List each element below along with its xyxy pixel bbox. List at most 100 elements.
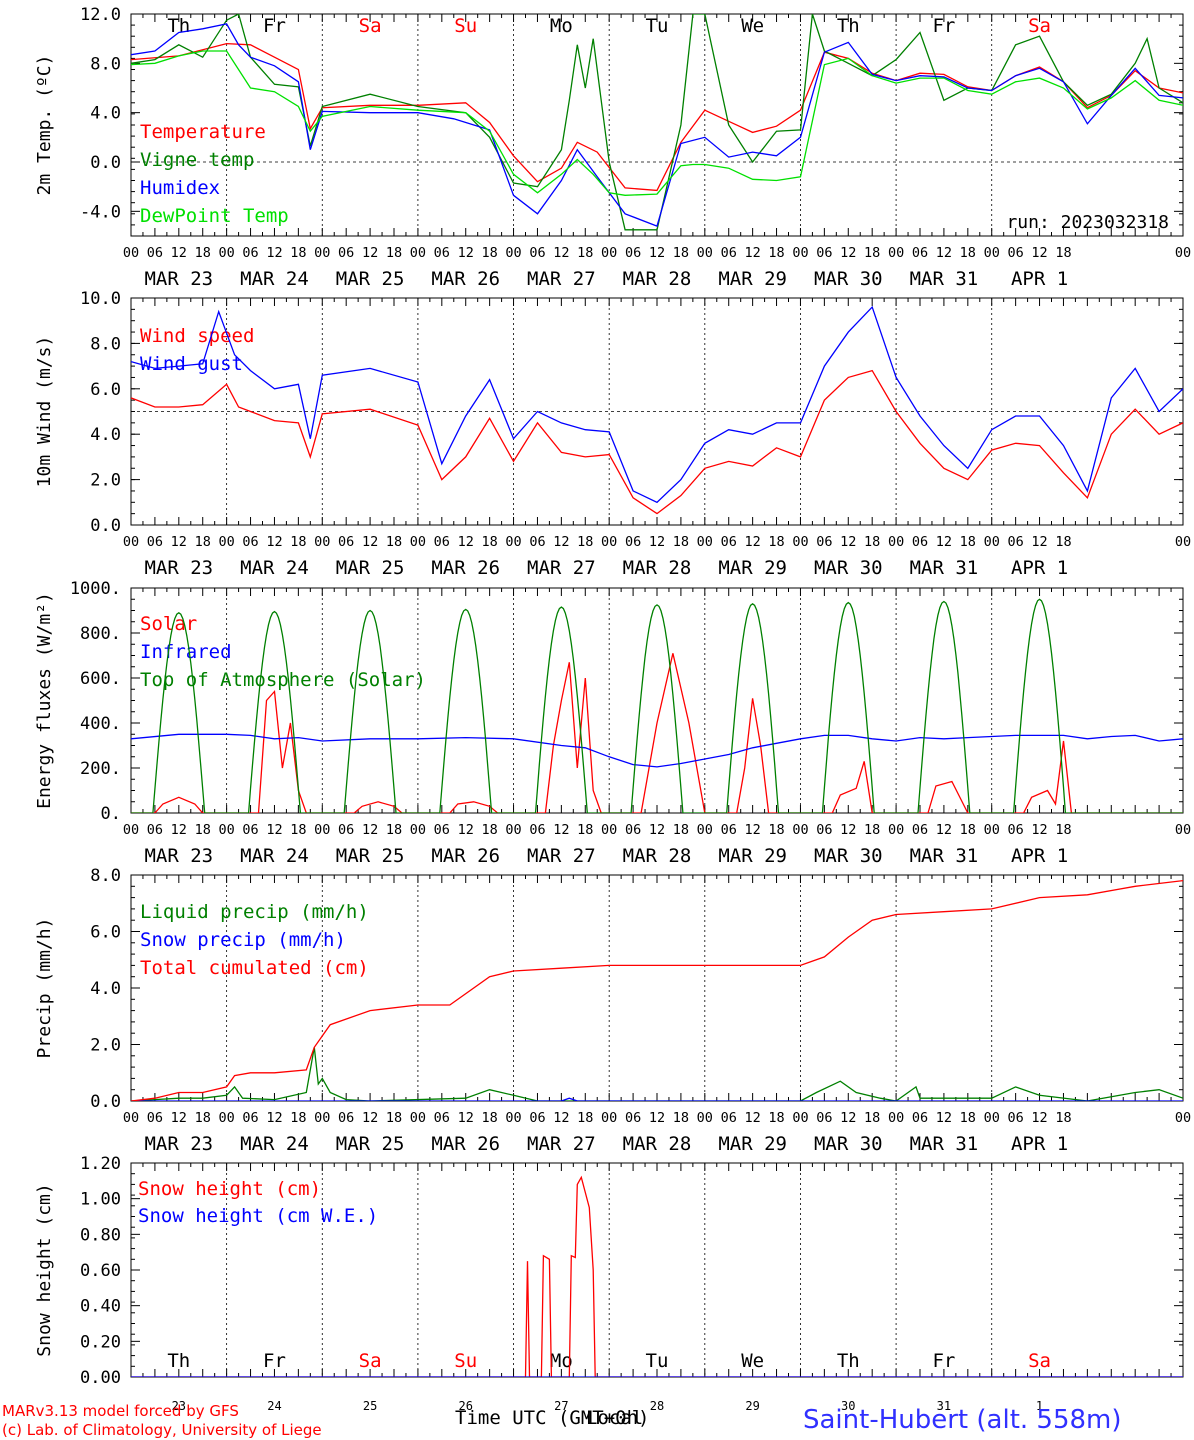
hour-tick-label: 06	[912, 1110, 928, 1126]
hour-tick-label: 00	[1175, 1110, 1191, 1126]
hour-tick-label: 18	[1055, 534, 1071, 550]
hour-tick-label: 06	[1008, 245, 1024, 261]
date-label: MAR 27	[527, 268, 596, 290]
hour-tick-label: 12	[649, 245, 665, 261]
series-line	[131, 653, 1183, 813]
hour-tick-label: 12	[1031, 822, 1047, 838]
hour-tick-label: 18	[195, 1110, 211, 1126]
y-tick-label: 0.0	[90, 516, 121, 536]
hour-tick-label: 18	[577, 534, 593, 550]
date-label: MAR 31	[910, 1133, 979, 1155]
date-label: MAR 26	[431, 1133, 500, 1155]
date-label: MAR 29	[718, 845, 787, 867]
hour-tick-label: 00	[410, 245, 426, 261]
y-axis-label: Precip (mm/h)	[34, 918, 55, 1059]
date-label: APR 1	[1011, 845, 1068, 867]
hour-tick-label: 00	[219, 822, 235, 838]
hour-tick-label: 12	[266, 822, 282, 838]
y-tick-label: 400.	[80, 714, 121, 734]
hour-tick-label: 00	[697, 822, 713, 838]
day-abbr-label: Sa	[1028, 1350, 1051, 1372]
day-abbr-label: Th	[837, 15, 860, 37]
date-label: MAR 29	[718, 1133, 787, 1155]
hour-tick-label: 12	[936, 1110, 952, 1126]
hour-tick-label: 00	[505, 822, 521, 838]
hour-tick-label: 12	[362, 245, 378, 261]
hour-tick-label: 18	[577, 822, 593, 838]
panels-layer: -4.00.04.08.012.02m Temp. (ºC)00 06 12 18MA…	[34, 5, 1191, 1413]
y-tick-label: 0.	[101, 804, 121, 824]
hour-tick-label: 06	[338, 1110, 354, 1126]
hour-tick-label: 12	[649, 822, 665, 838]
hour-tick-label: 18	[482, 1110, 498, 1126]
hour-tick-label: 18	[290, 534, 306, 550]
day-number-label: 1	[1036, 1399, 1043, 1413]
hour-tick-label: 00	[1175, 245, 1191, 261]
y-tick-label: 0.20	[80, 1332, 121, 1352]
hour-tick-label: 18	[864, 822, 880, 838]
series-line	[131, 305, 1183, 504]
hour-tick-label: 06	[242, 534, 258, 550]
hour-tick-label: 06	[816, 534, 832, 550]
day-abbr-label: Th	[167, 15, 190, 37]
hour-tick-label: 18	[673, 1110, 689, 1126]
series-line	[131, 1175, 1183, 1377]
hour-tick-label: 06	[147, 534, 163, 550]
day-number-label: 30	[841, 1399, 855, 1413]
series-line	[131, 1097, 1183, 1101]
hour-tick-label: 12	[171, 245, 187, 261]
hour-tick-label: 06	[529, 822, 545, 838]
hour-tick-label: 00	[410, 534, 426, 550]
day-abbr-label: Fr	[263, 1350, 286, 1372]
hour-tick-label: 12	[745, 1110, 761, 1126]
y-axis-label: 2m Temp. (ºC)	[34, 55, 55, 196]
hour-tick-label: 12	[649, 1110, 665, 1126]
hour-tick-label: 12	[745, 822, 761, 838]
hour-tick-label: 12	[840, 245, 856, 261]
hour-tick-label: 06	[434, 1110, 450, 1126]
hour-tick-label: 12	[362, 822, 378, 838]
hour-tick-label: 12	[649, 534, 665, 550]
day-number-label: 27	[554, 1399, 568, 1413]
date-label: MAR 28	[623, 268, 692, 290]
series-line	[131, 1047, 1183, 1101]
y-tick-label: 12.0	[80, 5, 121, 25]
hour-tick-label: 12	[458, 534, 474, 550]
hour-tick-label: 12	[1031, 245, 1047, 261]
hour-tick-label: 00	[697, 1110, 713, 1126]
hour-tick-label: 06	[1008, 822, 1024, 838]
hour-tick-label: 06	[1008, 534, 1024, 550]
hour-tick-label: 06	[816, 1110, 832, 1126]
hour-tick-label: 06	[338, 245, 354, 261]
hour-tick-label: 06	[242, 1110, 258, 1126]
hour-tick-label: 18	[482, 822, 498, 838]
day-number-label: 25	[363, 1399, 377, 1413]
hour-tick-label: 18	[482, 245, 498, 261]
legend-label: Wind speed	[140, 325, 254, 347]
date-label: MAR 26	[431, 557, 500, 579]
hour-tick-label: 00	[314, 1110, 330, 1126]
hour-tick-label: 12	[266, 534, 282, 550]
hour-tick-label: 06	[434, 245, 450, 261]
hour-tick-label: 12	[458, 245, 474, 261]
legend-label: Infrared	[140, 641, 232, 663]
hour-tick-label: 00	[410, 1110, 426, 1126]
hour-tick-label: 12	[936, 245, 952, 261]
hour-tick-label: 12	[745, 245, 761, 261]
hour-tick-label: 12	[553, 534, 569, 550]
hour-tick-label: 06	[529, 245, 545, 261]
date-label: MAR 25	[336, 557, 405, 579]
series-line	[131, 879, 1183, 1101]
y-tick-label: 1.20	[80, 1154, 121, 1174]
date-label: MAR 31	[910, 268, 979, 290]
hour-tick-label: 12	[1031, 534, 1047, 550]
y-tick-label: 4.0	[90, 425, 121, 445]
date-label: MAR 26	[431, 268, 500, 290]
legend-label: Temperature	[140, 121, 266, 143]
date-label: MAR 31	[910, 557, 979, 579]
hour-tick-label: 06	[625, 1110, 641, 1126]
series-line	[131, 42, 1183, 192]
y-tick-label: 4.0	[90, 104, 121, 124]
hour-tick-label: 00	[123, 534, 139, 550]
